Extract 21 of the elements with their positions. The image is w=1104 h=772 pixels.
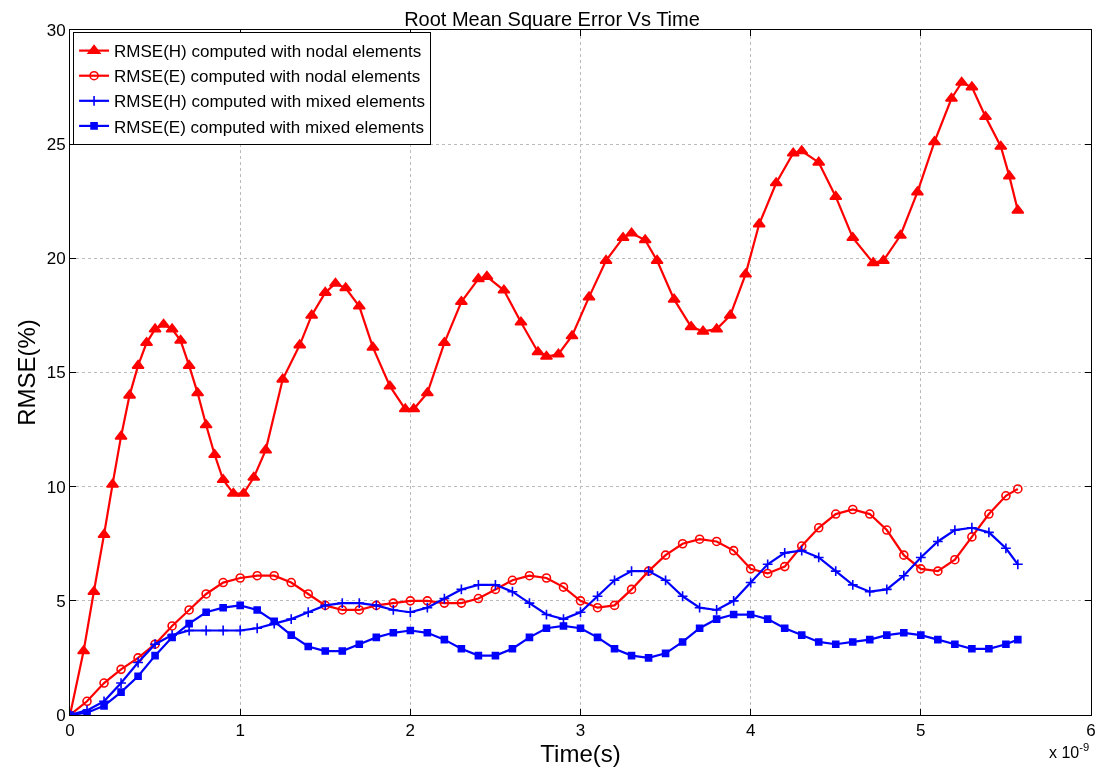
legend-label: RMSE(H) computed with nodal elements xyxy=(114,42,422,62)
x-axis-title: Time(s) xyxy=(540,740,621,768)
y-tick-label: 20 xyxy=(46,249,66,269)
y-tick-label: 0 xyxy=(56,705,66,725)
x-tick-label: 4 xyxy=(745,721,756,741)
legend-label: RMSE(H) computed with mixed elements xyxy=(114,92,425,112)
y-axis-title: RMSE(%) xyxy=(12,319,40,426)
y-tick-label: 30 xyxy=(46,20,66,40)
legend-label: RMSE(E) computed with mixed elements xyxy=(114,117,424,137)
chart-title: Root Mean Square Error Vs Time xyxy=(404,7,700,30)
y-tick-label: 15 xyxy=(46,363,66,383)
x-tick-label: 2 xyxy=(405,721,416,741)
y-tick-label: 10 xyxy=(46,477,66,497)
text: x 10$^{-9}$ xyxy=(1049,741,1090,761)
y-tick-label: 25 xyxy=(46,135,66,155)
x-tick-label: 3 xyxy=(575,721,586,741)
y-tick-label: 5 xyxy=(56,591,66,611)
x-tick-label: 6 xyxy=(1086,721,1096,741)
x-tick-label: 1 xyxy=(235,721,245,741)
legend-label: RMSE(E) computed with nodal elements xyxy=(114,67,421,87)
x-tick-label: 5 xyxy=(916,721,926,741)
